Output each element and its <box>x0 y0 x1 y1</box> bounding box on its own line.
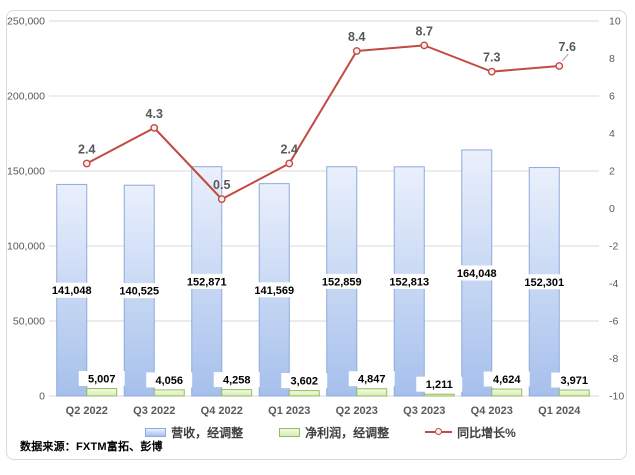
data-source-note: 数据来源：FXTM富拓、彭博 <box>20 441 163 453</box>
left-axis-tick: 200,000 <box>7 91 45 103</box>
right-axis-tick: -10 <box>609 391 624 403</box>
category-label: Q1 2024 <box>538 405 581 417</box>
net-profit-label-bg <box>146 372 193 388</box>
revenue-bar-label: 140,525 <box>119 286 159 298</box>
left-axis-tick: 100,000 <box>7 241 45 253</box>
net-profit-bar-label: 4,258 <box>223 375 251 387</box>
revenue-label-bg <box>247 282 302 298</box>
left-axis-tick: 250,000 <box>7 16 45 28</box>
revenue-bar-label: 141,048 <box>52 285 92 297</box>
left-axis-tick: 50,000 <box>13 316 45 328</box>
legend-item-revenue: 营收，经调整 <box>145 424 243 441</box>
net-profit-label-bg <box>213 372 260 388</box>
yoy-growth-label: 0.5 <box>213 178 230 192</box>
yoy-growth-label: 8.7 <box>416 24 433 38</box>
net-profit-bar <box>356 388 388 397</box>
yoy-growth-marker <box>487 67 496 76</box>
net-profit-bar-label: 3,602 <box>290 376 318 388</box>
category-label: Q2 2023 <box>336 405 378 417</box>
net-profit-bar <box>221 389 253 397</box>
net-profit-bar <box>423 393 455 397</box>
revenue-label-bg <box>314 273 369 289</box>
net-profit-bar-label: 3,971 <box>560 375 588 387</box>
net-profit-bar-label: 5,007 <box>88 373 116 385</box>
category-label: Q4 2022 <box>201 405 243 417</box>
net-profit-bar <box>86 387 118 397</box>
revenue-label-bg <box>382 273 437 289</box>
yoy-growth-marker <box>285 159 294 168</box>
net-profit-label-bg <box>551 372 598 388</box>
category-label: Q2 2022 <box>66 405 108 417</box>
chart-legend: 营收，经调整 净利润，经调整 同比增长% <box>7 423 626 441</box>
yoy-growth-line-marker-icon <box>425 427 453 437</box>
right-axis-tick: -8 <box>609 353 618 365</box>
net-profit-bar <box>558 389 590 397</box>
revenue-bar-label: 141,569 <box>254 285 294 297</box>
yoy-growth-label: 8.4 <box>348 30 365 44</box>
chart-frame: 0 50,000 100,000 150,000 200,000 250,000 -10 -8… <box>6 10 627 460</box>
revenue-swatch-icon <box>145 427 167 437</box>
net-profit-label-bg <box>78 370 125 386</box>
revenue-bar-label: 152,871 <box>187 276 227 288</box>
yoy-growth-label: 2.4 <box>281 143 298 157</box>
left-axis-tick: 150,000 <box>7 166 45 178</box>
legend-item-net-profit: 净利润，经调整 <box>279 424 389 441</box>
revenue-bar-label: 152,813 <box>389 276 429 288</box>
right-axis-tick: 10 <box>609 16 621 28</box>
combo-chart-canvas: 0 50,000 100,000 150,000 200,000 250,000 -10 -8… <box>7 16 624 418</box>
yoy-growth-marker <box>555 62 564 70</box>
legend-item-yoy-growth: 同比增长% <box>425 424 516 441</box>
net-profit-bar-label: 4,847 <box>358 374 386 386</box>
revenue-label-bg <box>517 274 572 290</box>
net-profit-label-bg <box>483 371 530 387</box>
category-label: Q1 2023 <box>268 405 310 417</box>
net-profit-label-bg <box>281 373 328 389</box>
net-profit-swatch-icon <box>279 427 301 437</box>
revenue-label-bg <box>179 273 234 289</box>
revenue-label-bg <box>112 283 167 299</box>
yoy-growth-line <box>86 44 560 201</box>
category-label: Q4 2023 <box>471 405 513 417</box>
net-profit-label-bg <box>416 376 463 392</box>
net-profit-bar-label: 4,056 <box>155 375 183 387</box>
revenue-label-bg <box>449 265 504 281</box>
net-profit-label-bg <box>348 371 395 387</box>
legend-label-net-profit: 净利润，经调整 <box>305 425 390 440</box>
right-axis-tick: 4 <box>609 128 615 140</box>
yoy-growth-label: 4.3 <box>146 107 163 121</box>
yoy-growth-label: 2.4 <box>78 143 95 157</box>
right-axis-tick: 8 <box>609 53 615 65</box>
net-profit-bar <box>288 390 320 397</box>
yoy-growth-marker <box>150 123 159 132</box>
net-profit-bar-label: 1,211 <box>426 379 453 391</box>
category-label: Q3 2022 <box>133 405 175 417</box>
yoy-growth-label: 7.6 <box>559 40 576 54</box>
revenue-label-bg <box>44 282 99 298</box>
yoy-growth-marker <box>217 195 226 204</box>
right-axis-tick: -4 <box>609 278 618 290</box>
legend-label-revenue: 营收，经调整 <box>171 425 244 440</box>
revenue-bar-label: 164,048 <box>457 268 497 280</box>
yoy-growth-marker <box>352 47 361 55</box>
yoy-growth-marker <box>420 41 429 50</box>
right-axis-tick: -2 <box>609 241 618 253</box>
right-axis-tick: -6 <box>609 316 618 328</box>
revenue-bar-label: 152,859 <box>322 276 362 288</box>
legend-label-yoy-growth: 同比增长% <box>457 425 516 440</box>
right-axis-tick: 0 <box>609 203 615 215</box>
label-leader-line <box>561 53 569 62</box>
left-axis-tick: 0 <box>39 391 45 403</box>
revenue-bar-label: 152,301 <box>524 277 564 289</box>
yoy-growth-label: 7.3 <box>483 51 500 65</box>
net-profit-bar-label: 4,624 <box>493 374 521 386</box>
right-axis-tick: 2 <box>609 166 615 178</box>
net-profit-bar <box>491 388 523 397</box>
net-profit-bar <box>153 389 185 397</box>
yoy-growth-marker <box>82 159 91 168</box>
category-label: Q3 2023 <box>403 405 445 417</box>
right-axis-tick: 6 <box>609 91 615 103</box>
